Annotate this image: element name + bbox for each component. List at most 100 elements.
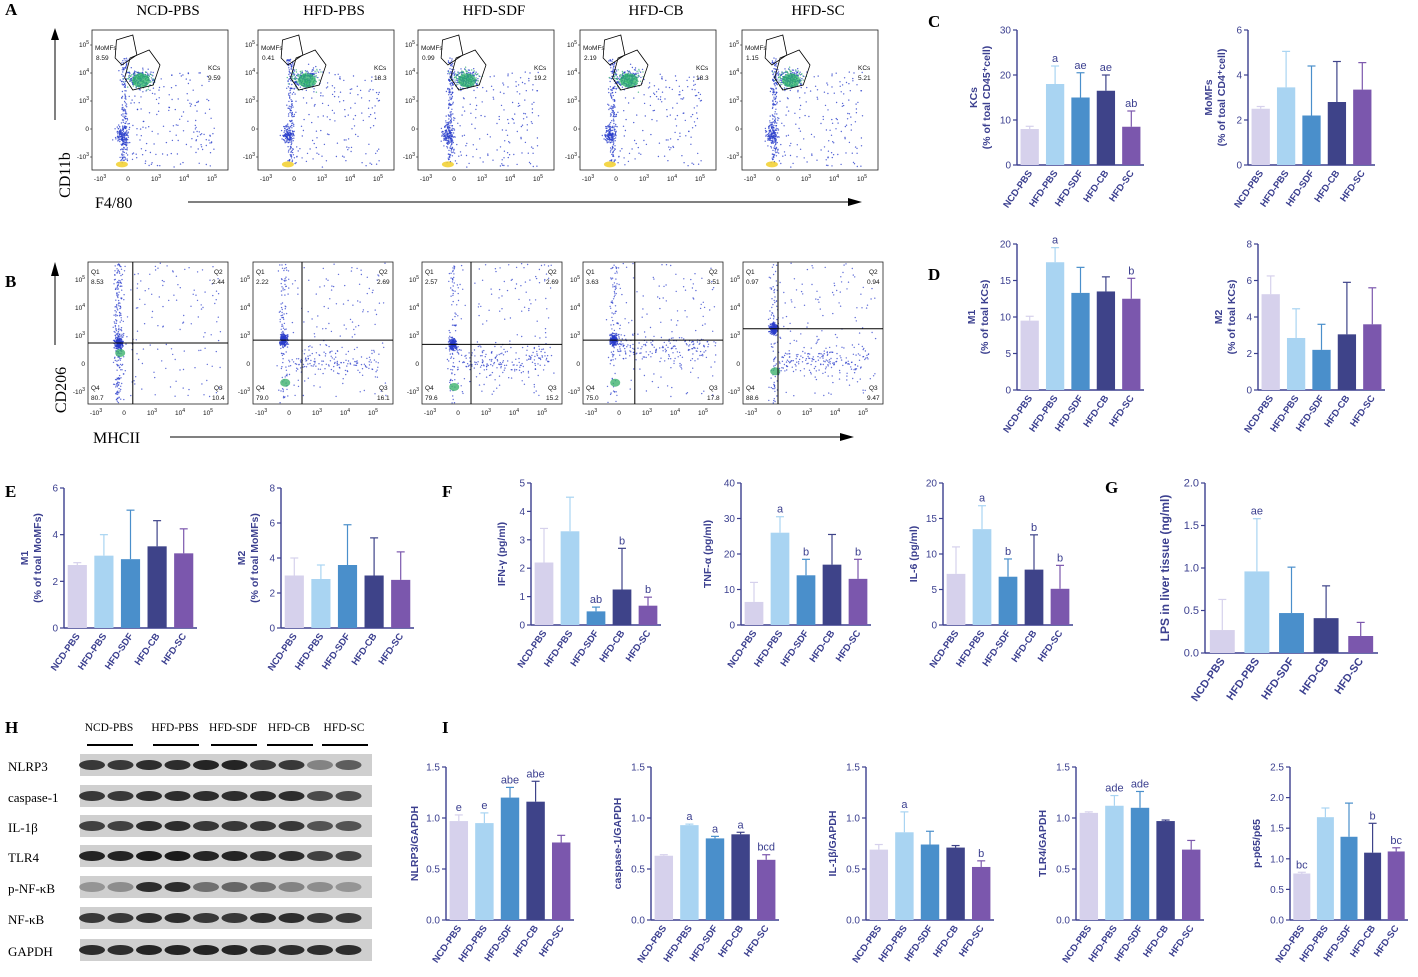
bar-chart-d: 05101520NCD-PBSaHFD-PBSHFD-SDFHFD-CBbHFD… — [966, 235, 1144, 435]
flow-b-ytick: 103 — [409, 331, 419, 340]
flow-b-ytick: 103 — [570, 331, 580, 340]
flow-b-ytick: 104 — [570, 303, 580, 312]
flow-a-kcs-label: KCs — [534, 65, 547, 72]
bar — [998, 576, 1018, 625]
bar-category-label: HFD-CB — [1322, 393, 1352, 429]
flow-a-ytick: 104 — [567, 68, 577, 77]
flow-a-momfs-value: 2.19 — [584, 55, 597, 62]
blot-band — [335, 945, 362, 955]
blot-band — [193, 821, 219, 831]
bar — [1316, 817, 1334, 920]
flow-a-xtick: 105 — [695, 174, 705, 183]
bar — [526, 801, 545, 920]
bar-annotation: a — [738, 819, 745, 831]
bar-ytick-label: 0 — [931, 621, 937, 632]
bar — [1312, 349, 1331, 390]
blot-band — [79, 851, 105, 861]
bar-ytick-label: 1.5 — [1056, 763, 1070, 774]
flow-b-xtick: 105 — [203, 408, 213, 417]
bar — [364, 575, 384, 628]
bar-annotation: bcd — [757, 842, 775, 854]
blot-band — [107, 913, 134, 923]
bar-annotation: ade — [1131, 778, 1149, 790]
flow-b-xtick: 103 — [147, 408, 157, 417]
bar — [1079, 812, 1099, 920]
bar — [147, 546, 167, 628]
flow-a-panel-2: HFD-SDF MoMFs 0.99 KCs 19.2 105 104 103 0 -103 -10… — [403, 3, 555, 183]
flow-b-xtick: 103 — [802, 408, 812, 417]
bar-ytick-label: 30 — [1000, 26, 1012, 37]
flow-b-frame — [252, 261, 394, 405]
bar — [705, 838, 725, 920]
bar — [1261, 294, 1280, 390]
blot-band — [221, 945, 248, 955]
bar-ytick-label: 0.5 — [426, 865, 440, 876]
blot-band — [136, 945, 162, 955]
bar-ytick-label: 10 — [1000, 116, 1012, 127]
bar-ylabel: TNF-α (pg/ml) — [702, 520, 714, 588]
flow-b-ytick: 0 — [576, 361, 580, 368]
flow-b-q3-name: Q3 — [214, 385, 223, 392]
bar-ytick-label: 15 — [1000, 276, 1012, 287]
bar-ytick-label: 2.5 — [1270, 763, 1284, 774]
bar-ytick-label: 8 — [269, 484, 275, 495]
flow-a-group-label: HFD-SDF — [463, 3, 526, 19]
flow-a-dense-core — [457, 73, 476, 88]
bar — [67, 565, 87, 628]
bar — [551, 842, 571, 920]
flow-b-ytick: 0 — [736, 361, 740, 368]
bar-ytick-label: 0.5 — [1184, 605, 1199, 617]
flow-a-xtick: 104 — [345, 174, 355, 183]
flow-b-ytick: 105 — [730, 275, 740, 284]
bar — [1327, 102, 1347, 165]
flow-b-q2-value: 2.69 — [377, 279, 390, 286]
bar — [1337, 334, 1357, 390]
flow-b-xtick: 0 — [456, 410, 460, 417]
blot-band — [250, 821, 276, 831]
flow-b-q3-value: 10.4 — [212, 395, 225, 402]
flow-b-q4-value: 79.6 — [425, 395, 438, 402]
flow-b-xtick: 103 — [312, 408, 322, 417]
panel-letter-g: G — [1105, 478, 1119, 497]
flow-b-ytick: 0 — [81, 361, 85, 368]
bar-category-label: HFD-SC — [834, 628, 864, 664]
flow-a-panel-0: NCD-PBS MoMFs 8.59 KCs 9.59 105 104 103 0 -103 -10… — [77, 3, 229, 183]
panel-letter-d: D — [928, 265, 941, 284]
flow-b-dense-core — [610, 378, 621, 387]
panel-letter-a: A — [5, 0, 18, 19]
bar-ytick-label: 1.0 — [1270, 854, 1284, 865]
bar-annotation: b — [1031, 522, 1037, 534]
bar-ytick-label: 2 — [1236, 116, 1242, 127]
bar — [796, 575, 816, 625]
blot-protein-label: p-NF-κB — [8, 881, 55, 896]
blot-band — [221, 913, 248, 923]
bar-annotation: a — [1052, 53, 1059, 65]
bar-ytick-label: 2 — [269, 589, 275, 600]
flow-b-dense-core — [449, 382, 460, 391]
blot-band — [307, 882, 333, 892]
flow-a-xtick: 105 — [533, 174, 543, 183]
flow-a-ytick: 103 — [405, 96, 415, 105]
bar-annotation: a — [686, 811, 693, 823]
flow-a-kc-gate — [124, 49, 161, 91]
bar-ytick-label: 20 — [926, 479, 938, 490]
bar-ytick-label: 0.5 — [1056, 865, 1070, 876]
bar — [972, 529, 992, 625]
flow-a-kcs-label: KCs — [374, 65, 387, 72]
bar-chart-d2: 02468NCD-PBSHFD-PBSHFD-SDFHFD-CBHFD-SCM2… — [1213, 240, 1385, 435]
flow-b-ytick: 0 — [415, 361, 419, 368]
flow-b-xtick: 0 — [287, 410, 291, 417]
bar-ylabel: LPS in liver tissue (ng/ml) — [1158, 495, 1172, 642]
flow-b-xtick: -103 — [585, 408, 597, 417]
bar — [680, 825, 699, 920]
blot-band — [335, 760, 362, 770]
flow-a-frame — [257, 29, 395, 171]
blot-band — [250, 851, 276, 861]
bar — [1363, 324, 1382, 390]
bar — [638, 605, 658, 625]
flow-b-ytick: 105 — [75, 275, 85, 284]
flow-a-ytick: 104 — [729, 68, 739, 77]
flow-a-panel-1: HFD-PBS MoMFs 0.41 KCs 18.3 105 104 103 0 -103 -10… — [243, 3, 395, 183]
blot-band — [193, 882, 219, 892]
flow-b-panel-0: Q1 8.53 Q2 2.44 Q4 80.7 Q3 10.4 105 104 103 0 -103 -1… — [73, 261, 229, 417]
